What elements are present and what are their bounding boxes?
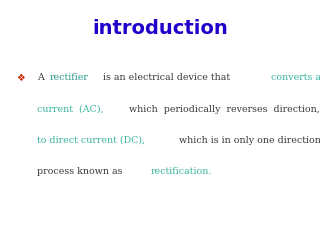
- Text: ❖: ❖: [16, 73, 25, 83]
- Text: converts alternating: converts alternating: [271, 73, 320, 83]
- Text: introduction: introduction: [92, 19, 228, 38]
- Text: process known as: process known as: [37, 167, 125, 176]
- Text: A: A: [37, 73, 47, 83]
- Text: is an electrical device that: is an electrical device that: [100, 73, 233, 83]
- Text: which  periodically  reverses  direction,: which periodically reverses direction,: [123, 105, 319, 114]
- Text: rectification.: rectification.: [151, 167, 212, 176]
- Text: rectifier: rectifier: [50, 73, 88, 83]
- Text: current  (AC),: current (AC),: [37, 105, 103, 114]
- Text: which is in only one direction, a: which is in only one direction, a: [176, 136, 320, 145]
- Text: to direct current (DC),: to direct current (DC),: [37, 136, 145, 145]
